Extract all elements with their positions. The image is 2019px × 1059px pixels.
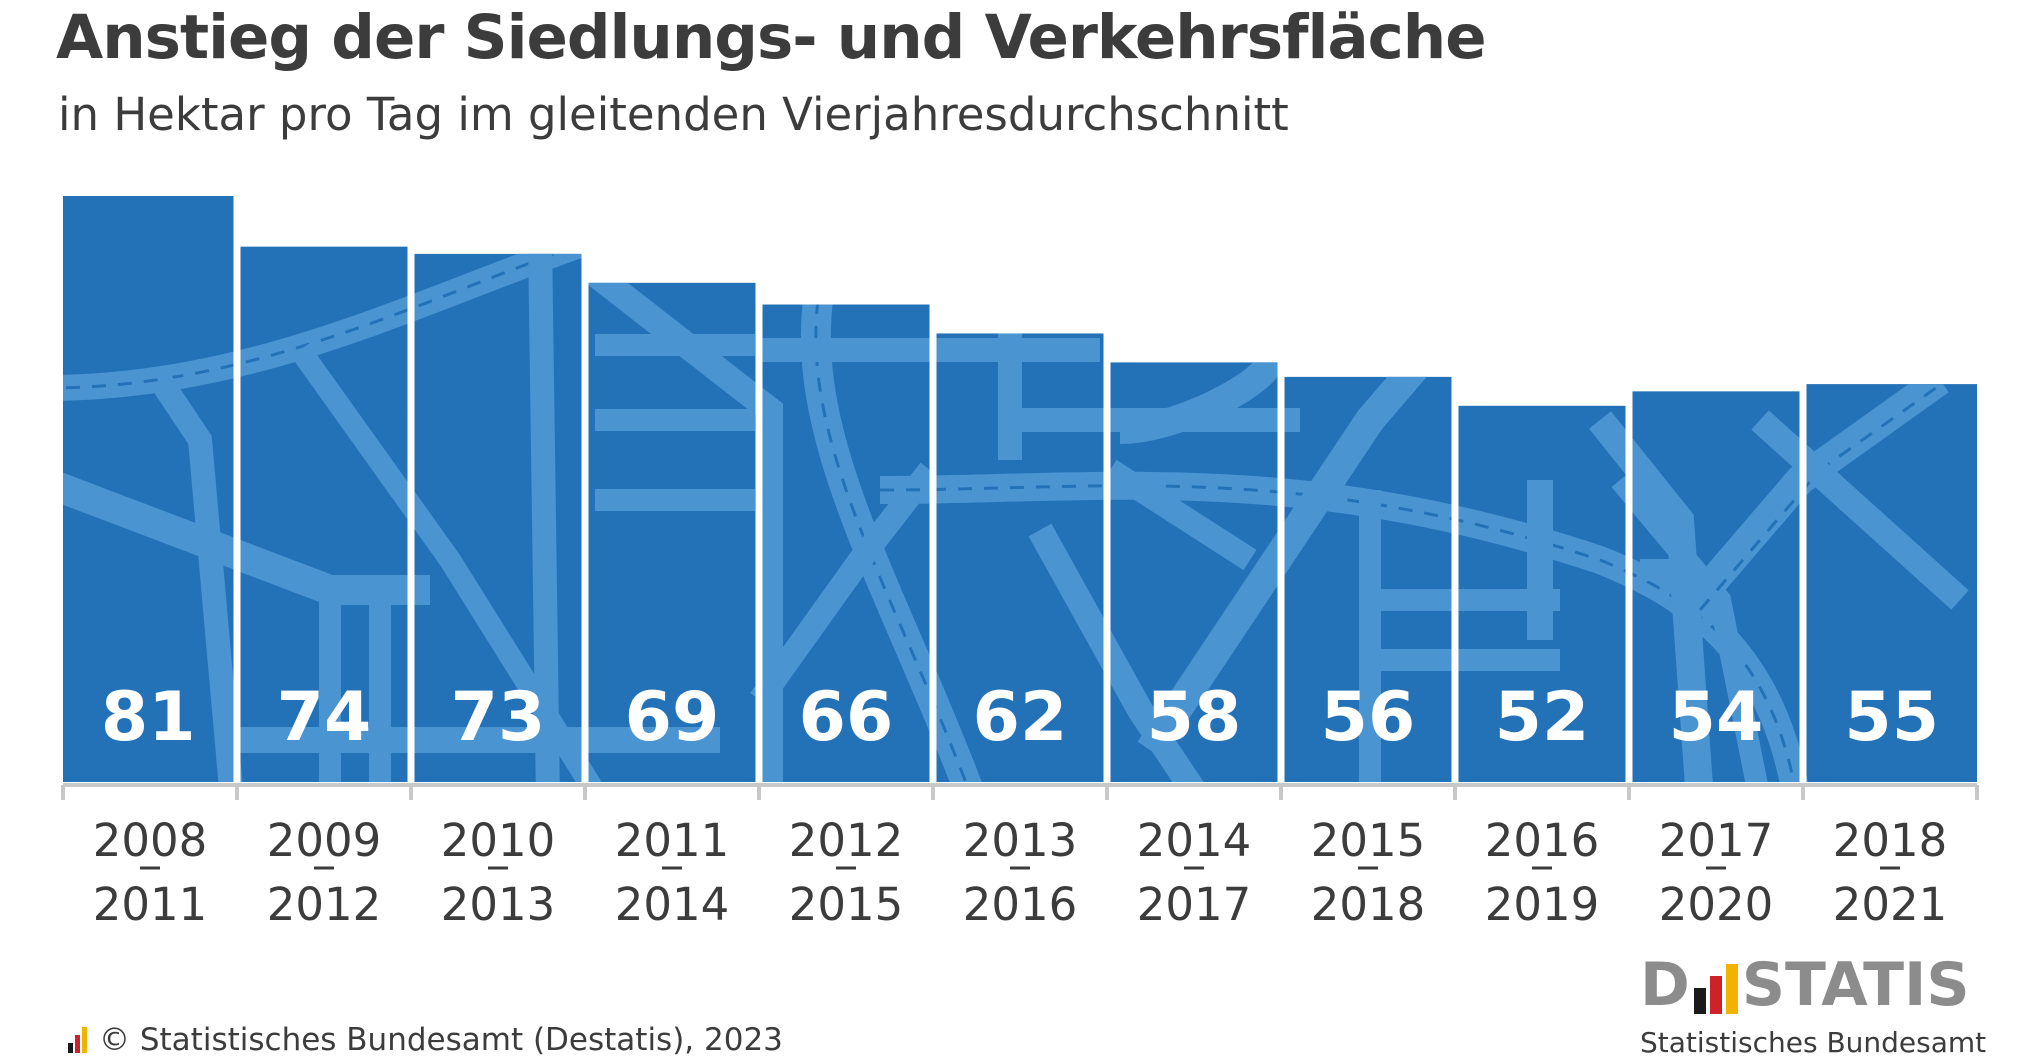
svg-text:2014: 2014 [615, 878, 730, 931]
svg-text:2021: 2021 [1833, 878, 1948, 931]
svg-text:2012: 2012 [267, 878, 382, 931]
road-stroke [1751, 410, 1969, 610]
svg-text:2011: 2011 [93, 878, 208, 931]
value-label-5: 66 [799, 678, 894, 757]
svg-text:2018: 2018 [1311, 878, 1426, 931]
svg-text:2016: 2016 [963, 878, 1078, 931]
svg-text:2016: 2016 [1485, 814, 1600, 867]
value-label-8: 56 [1321, 678, 1416, 757]
value-label-11: 55 [1844, 678, 1939, 757]
x-tick-label-8: 2015 2018 [1311, 814, 1426, 931]
value-label-3: 73 [451, 678, 546, 757]
x-tick-label-4: 2011 2014 [615, 814, 730, 931]
road-stroke [528, 239, 560, 783]
road-dash [879, 484, 1802, 783]
chart-title: Anstieg der Siedlungs- und Verkehrsfläch… [56, 2, 1487, 73]
svg-text:2009: 2009 [267, 814, 382, 867]
x-axis [61, 783, 1979, 800]
svg-text:2018: 2018 [1833, 814, 1948, 867]
destatis-small-icon [68, 1027, 87, 1053]
copyright-line: © Statistisches Bundesamt (Destatis), 20… [60, 1022, 783, 1058]
road-stroke [1028, 523, 1211, 783]
value-label-1: 81 [101, 678, 196, 757]
svg-text:2014: 2014 [1137, 814, 1252, 867]
x-tick-label-7: 2014 2017 [1137, 814, 1252, 931]
logo-wordmark: D STATIS [1640, 950, 1990, 1020]
destatis-logo: D STATIS Statistisches Bundesamt [1640, 950, 1990, 1059]
logo-letters-statis: STATIS [1741, 950, 1970, 1020]
road-stroke [1103, 459, 1257, 571]
x-tick-label-1: 2008 2011 [93, 814, 208, 931]
svg-text:2020: 2020 [1659, 878, 1774, 931]
svg-text:2015: 2015 [1311, 814, 1426, 867]
value-label-7: 58 [1147, 678, 1242, 757]
logo-bars-icon [1693, 964, 1738, 1014]
value-labels-layer: 81 74 73 69 66 62 58 56 52 54 55 [101, 678, 1939, 757]
svg-text:2017: 2017 [1137, 878, 1252, 931]
svg-text:2012: 2012 [789, 814, 904, 867]
svg-text:2008: 2008 [93, 814, 208, 867]
bars-layer [63, 196, 1977, 783]
copyright-text: © Statistisches Bundesamt (Destatis), 20… [99, 1022, 783, 1058]
x-tick-label-11: 2018 2021 [1833, 814, 1948, 931]
chart-subtitle: in Hektar pro Tag im gleitenden Vierjahr… [58, 88, 1289, 141]
svg-text:2013: 2013 [963, 814, 1078, 867]
value-label-4: 69 [625, 678, 720, 757]
value-label-10: 54 [1669, 678, 1764, 757]
logo-org-name: Statistisches Bundesamt [1640, 1026, 1987, 1059]
svg-text:2017: 2017 [1659, 814, 1774, 867]
road-dash [814, 299, 982, 783]
svg-text:2019: 2019 [1485, 878, 1600, 931]
road-dash [63, 243, 581, 390]
svg-text:2010: 2010 [441, 814, 556, 867]
road-dash [368, 354, 562, 701]
road-stroke [150, 373, 244, 783]
svg-text:2011: 2011 [615, 814, 730, 867]
road-stroke [1611, 472, 1771, 783]
x-tick-labels: 2008 2011 2009 2012 2010 2013 2011 2014 2012 2015… [93, 814, 1948, 931]
x-tick-label-9: 2016 2019 [1485, 814, 1600, 931]
x-tick-label-6: 2013 2016 [963, 814, 1078, 931]
svg-text:2015: 2015 [789, 878, 904, 931]
x-tick-label-3: 2010 2013 [441, 814, 556, 931]
value-label-2: 74 [277, 678, 372, 757]
svg-text:2013: 2013 [441, 878, 556, 931]
x-tick-label-5: 2012 2015 [789, 814, 904, 931]
logo-letter-d: D [1640, 950, 1690, 1020]
value-label-9: 52 [1495, 678, 1590, 757]
x-tick-label-10: 2017 2020 [1659, 814, 1774, 931]
x-tick-label-2: 2009 2012 [267, 814, 382, 931]
bar-5 [762, 304, 930, 782]
value-label-6: 62 [973, 678, 1068, 757]
